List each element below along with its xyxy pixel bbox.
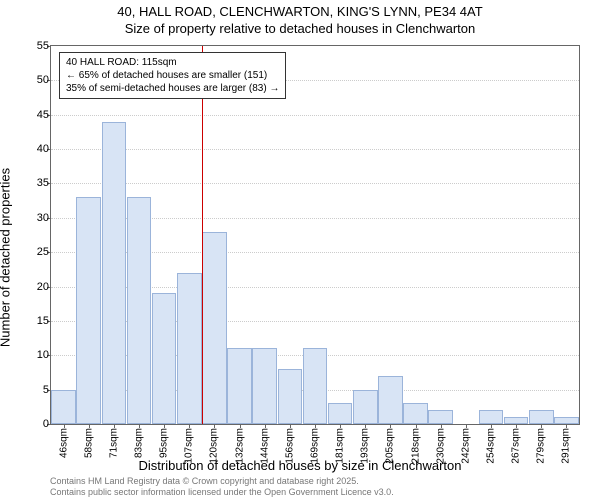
y-tick-label: 40 — [29, 143, 49, 155]
histogram-bar — [127, 197, 152, 424]
footer-line-1: Contains HM Land Registry data © Crown c… — [50, 476, 359, 486]
y-tick-label: 0 — [29, 418, 49, 430]
y-axis-label: Number of detached properties — [0, 168, 13, 347]
histogram-bar — [202, 232, 227, 424]
y-tick-label: 30 — [29, 212, 49, 224]
grid-line — [51, 183, 579, 184]
plot-area: 051015202530354045505546sqm58sqm71sqm83s… — [50, 45, 580, 425]
histogram-bar — [353, 390, 378, 424]
chart-container: 40, HALL ROAD, CLENCHWARTON, KING'S LYNN… — [0, 0, 600, 500]
x-tick-label: 46sqm — [58, 428, 69, 458]
y-tick-label: 45 — [29, 109, 49, 121]
histogram-bar — [403, 403, 428, 424]
y-tick-label: 20 — [29, 281, 49, 293]
x-axis-label: Distribution of detached houses by size … — [0, 458, 600, 473]
histogram-bar — [479, 410, 504, 424]
histogram-bar — [378, 376, 403, 424]
chart-title: 40, HALL ROAD, CLENCHWARTON, KING'S LYNN… — [0, 4, 600, 38]
y-tick-label: 15 — [29, 315, 49, 327]
y-tick-label: 25 — [29, 246, 49, 258]
y-tick-label: 50 — [29, 74, 49, 86]
histogram-bar — [252, 348, 277, 424]
histogram-bar — [227, 348, 252, 424]
histogram-bar — [303, 348, 328, 424]
x-tick-label: 95sqm — [159, 428, 170, 458]
histogram-bar — [428, 410, 453, 424]
footer-line-2: Contains public sector information licen… — [50, 487, 394, 497]
x-tick-label: 58sqm — [83, 428, 94, 458]
x-tick-label: 71sqm — [108, 428, 119, 458]
histogram-bar — [51, 390, 76, 424]
grid-line — [51, 115, 579, 116]
histogram-bar — [177, 273, 202, 424]
histogram-bar — [76, 197, 101, 424]
histogram-bar — [152, 293, 177, 424]
histogram-bar — [102, 122, 127, 424]
marker-line — [202, 46, 203, 424]
histogram-bar — [529, 410, 554, 424]
histogram-bar — [554, 417, 579, 424]
annotation-box: 40 HALL ROAD: 115sqm ← 65% of detached ho… — [59, 52, 286, 99]
grid-line — [51, 149, 579, 150]
annotation-line-1: 40 HALL ROAD: 115sqm — [66, 57, 177, 68]
x-tick-label: 83sqm — [134, 428, 145, 458]
annotation-line-2: ← 65% of detached houses are smaller (15… — [66, 70, 267, 81]
y-tick-label: 35 — [29, 177, 49, 189]
y-tick-label: 10 — [29, 349, 49, 361]
histogram-bar — [328, 403, 353, 424]
histogram-bar — [504, 417, 529, 424]
histogram-bar — [278, 369, 303, 424]
chart-footer: Contains HM Land Registry data © Crown c… — [50, 476, 394, 498]
y-tick-label: 5 — [29, 384, 49, 396]
annotation-line-3: 35% of semi-detached houses are larger (… — [66, 83, 279, 94]
title-line-1: 40, HALL ROAD, CLENCHWARTON, KING'S LYNN… — [117, 4, 482, 19]
y-tick-label: 55 — [29, 40, 49, 52]
title-line-2: Size of property relative to detached ho… — [125, 21, 475, 36]
